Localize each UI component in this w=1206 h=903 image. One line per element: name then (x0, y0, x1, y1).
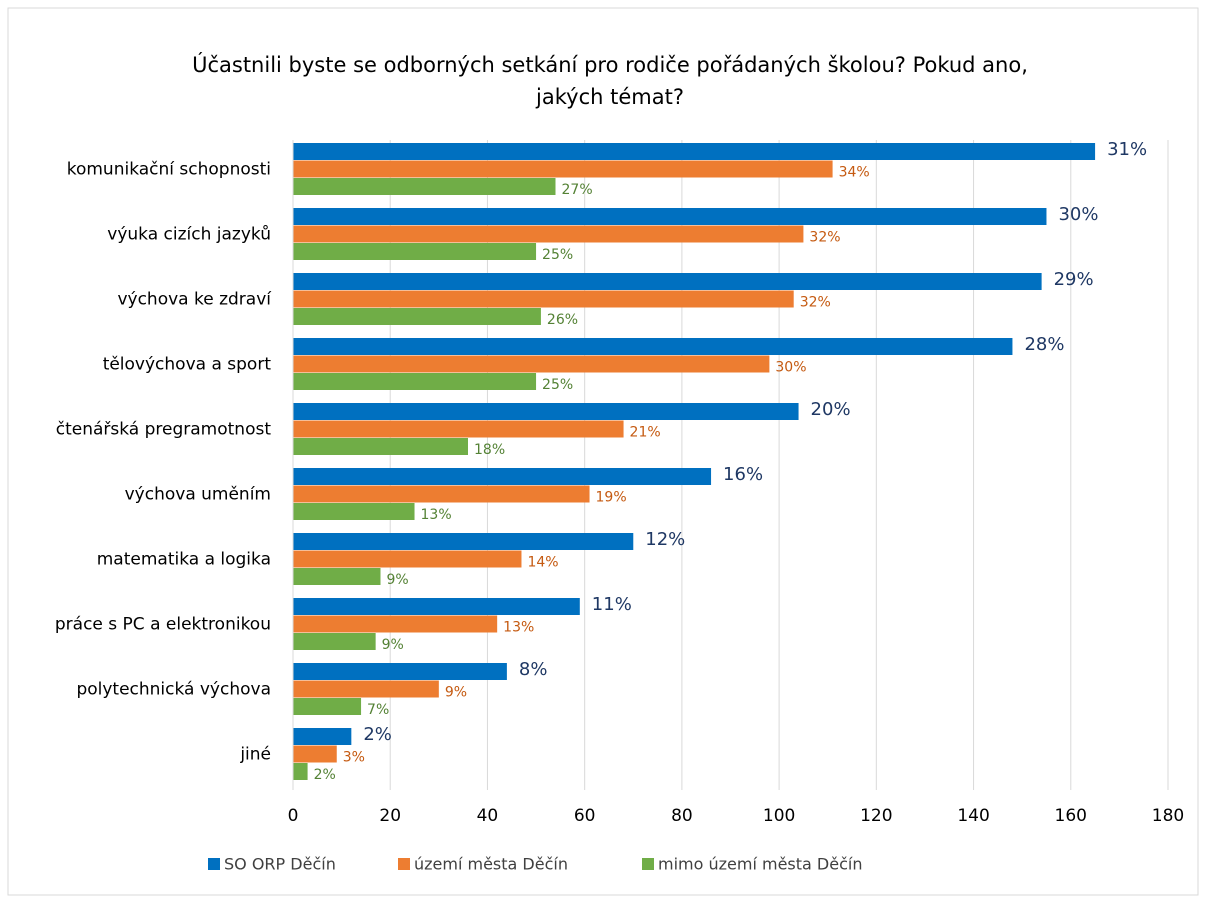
bar (293, 698, 362, 715)
y-tick-label: komunikační schopnosti (67, 159, 271, 179)
data-label: 9% (382, 637, 404, 653)
bar (293, 338, 1013, 355)
x-tick-label: 20 (379, 806, 401, 826)
legend-swatch (398, 858, 410, 870)
bar (293, 143, 1096, 160)
bar (293, 550, 522, 568)
bar (293, 680, 439, 698)
legend-swatch (642, 858, 654, 870)
bar (293, 533, 634, 550)
data-label: 27% (562, 182, 593, 198)
data-label: 2% (314, 767, 336, 783)
x-tick-label: 60 (574, 806, 596, 826)
bar (293, 178, 556, 195)
bar (293, 663, 507, 680)
chart-title: Účastnili byste se odborných setkání pro… (192, 52, 1028, 77)
data-label: 28% (1024, 334, 1064, 355)
y-tick-label: jiné (239, 744, 271, 764)
data-label: 19% (596, 489, 627, 505)
data-label: 8% (519, 659, 548, 680)
x-tick-label: 180 (1152, 806, 1184, 826)
data-label: 30% (775, 359, 806, 375)
data-label: 31% (1107, 139, 1147, 160)
data-label: 11% (592, 594, 632, 615)
data-label: 20% (811, 399, 851, 420)
data-label: 30% (1058, 204, 1098, 225)
bar (293, 160, 833, 178)
bar (293, 403, 799, 420)
data-label: 32% (800, 294, 831, 310)
legend-swatch (208, 858, 220, 870)
x-tick-label: 40 (477, 806, 499, 826)
bar (293, 420, 624, 438)
bar (293, 373, 537, 390)
bar (293, 598, 580, 615)
bar (293, 568, 381, 585)
data-label: 16% (723, 464, 763, 485)
bar (293, 273, 1042, 290)
data-label: 18% (474, 442, 505, 458)
data-label: 14% (527, 554, 558, 570)
y-tick-label: tělovýchova a sport (103, 354, 272, 374)
y-tick-label: polytechnická výchova (76, 679, 271, 699)
bar (293, 290, 794, 308)
x-tick-label: 80 (671, 806, 693, 826)
chart-title: jakých témat? (535, 85, 684, 109)
data-label: 32% (809, 229, 840, 245)
bar (293, 243, 537, 260)
x-tick-label: 140 (957, 806, 989, 826)
x-tick-label: 160 (1055, 806, 1087, 826)
data-label: 26% (547, 312, 578, 328)
bar (293, 468, 712, 485)
data-label: 13% (421, 507, 452, 523)
y-tick-label: výchova uměním (125, 484, 271, 504)
data-label: 25% (542, 377, 573, 393)
bar (293, 633, 376, 650)
data-label: 2% (363, 724, 392, 745)
y-tick-label: práce s PC a elektronikou (55, 614, 271, 634)
y-tick-label: výuka cizích jazyků (107, 224, 271, 244)
data-label: 12% (645, 529, 685, 550)
data-label: 25% (542, 247, 573, 263)
bar (293, 355, 770, 373)
data-label: 21% (630, 424, 661, 440)
bar (293, 225, 804, 243)
bar (293, 615, 498, 633)
data-label: 7% (367, 702, 389, 718)
data-label: 29% (1054, 269, 1094, 290)
data-label: 9% (387, 572, 409, 588)
bar (293, 503, 415, 520)
y-tick-label: čtenářská pregramotnost (56, 419, 272, 439)
data-label: 13% (503, 619, 534, 635)
bar (293, 745, 337, 763)
chart-border (7, 7, 1199, 896)
y-tick-label: výchova ke zdraví (117, 289, 272, 309)
data-label: 34% (839, 164, 870, 180)
legend-label: mimo území města Děčín (658, 855, 862, 874)
x-tick-label: 100 (763, 806, 795, 826)
bar (293, 208, 1047, 225)
bar (293, 728, 352, 745)
legend-label: území města Děčín (414, 855, 568, 874)
y-tick-label: matematika a logika (97, 549, 271, 569)
data-label: 9% (445, 684, 467, 700)
x-tick-label: 0 (288, 806, 299, 826)
bar (293, 485, 590, 503)
bar (293, 763, 308, 780)
x-tick-label: 120 (860, 806, 892, 826)
data-label: 3% (343, 749, 365, 765)
legend-label: SO ORP Děčín (224, 855, 336, 874)
bar (293, 438, 468, 455)
bar (293, 308, 541, 325)
